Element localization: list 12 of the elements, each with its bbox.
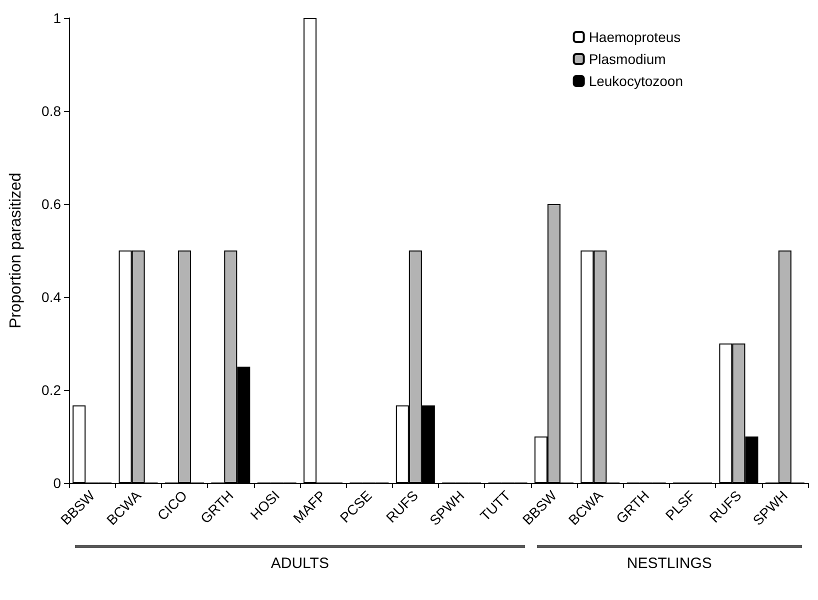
y-tick-label: 0.2 [42,382,62,398]
y-tick-label: 0.4 [42,289,62,305]
y-tick-label: 0.6 [42,196,62,212]
y-tick-label: 0.8 [42,103,62,119]
y-tick-label: 1 [53,10,62,26]
legend-label: Leukocytozoon [588,73,684,89]
y-tick-label: 0 [53,475,62,491]
legend-label: Plasmodium [588,51,666,67]
text: NESTLINGS [626,555,713,572]
legend-label: Haemoproteus [588,29,681,45]
y-axis-title: Proportion parasitized [8,172,24,328]
text: ADULTS [270,555,330,572]
